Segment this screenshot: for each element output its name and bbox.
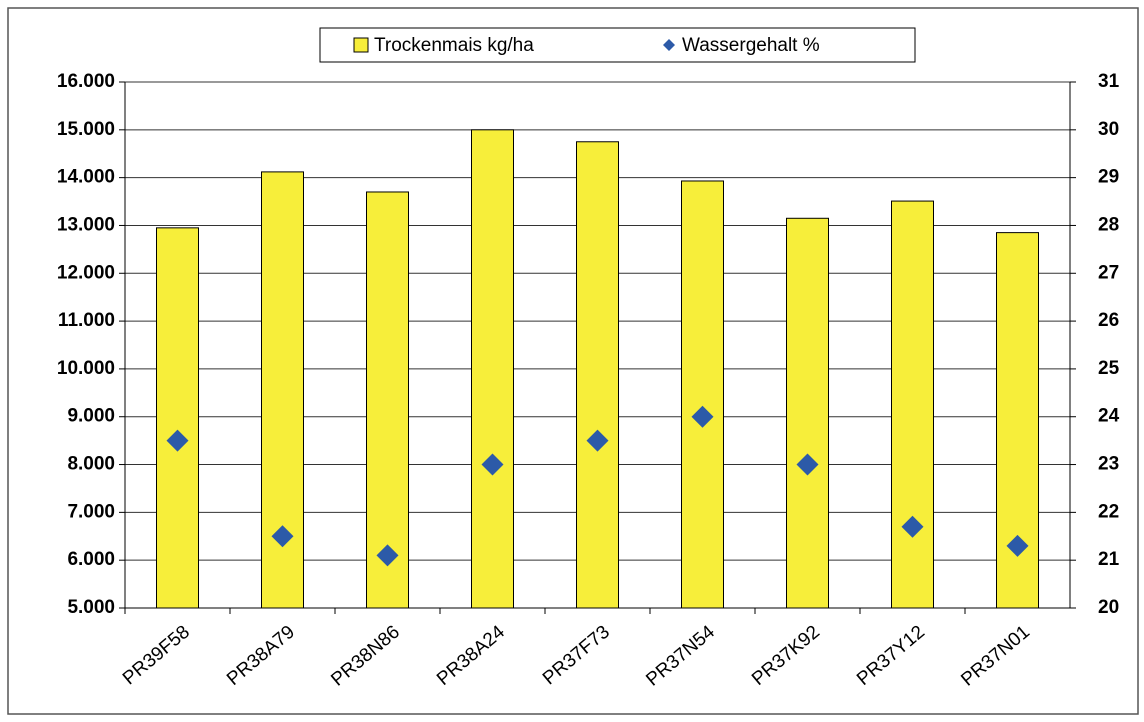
y-tick-label: 11.000 [58, 310, 115, 331]
y2-tick-label: 22 [1098, 501, 1119, 522]
marker [376, 544, 399, 567]
bar [891, 200, 934, 609]
y2-tick-label: 28 [1098, 214, 1119, 235]
y-tick-label: 8.000 [67, 454, 115, 475]
y2-tick-label: 25 [1098, 358, 1120, 379]
bar [471, 129, 514, 609]
legend-label: Trockenmais kg/ha [374, 35, 534, 56]
bar [786, 217, 829, 609]
legend-swatch [353, 37, 369, 53]
marker [586, 429, 609, 452]
bar [261, 171, 304, 609]
y2-tick-label: 20 [1098, 597, 1119, 618]
marker [691, 405, 714, 428]
y2-tick-label: 30 [1098, 119, 1119, 140]
y2-tick-label: 24 [1098, 406, 1120, 427]
y-tick-label: 16.000 [57, 71, 115, 92]
legend-box [319, 27, 916, 63]
y-tick-label: 13.000 [57, 214, 115, 235]
bar [366, 191, 409, 609]
y-tick-label: 14.000 [57, 167, 115, 188]
y-tick-label: 9.000 [67, 406, 115, 427]
y2-tick-label: 31 [1098, 71, 1120, 92]
bar [576, 141, 619, 609]
y-tick-label: 10.000 [57, 358, 115, 379]
y2-tick-label: 29 [1098, 167, 1119, 188]
marker [1006, 534, 1029, 557]
marker [481, 453, 504, 476]
legend-label: Wassergehalt % [682, 35, 820, 56]
bar [156, 227, 199, 609]
y2-tick-label: 26 [1098, 310, 1119, 331]
y-tick-label: 12.000 [57, 262, 115, 283]
y-tick-label: 7.000 [67, 501, 115, 522]
marker [166, 429, 189, 452]
y-tick-label: 6.000 [67, 549, 115, 570]
y2-tick-label: 27 [1098, 262, 1119, 283]
legend-swatch [663, 39, 675, 51]
bar [681, 180, 724, 609]
y2-tick-label: 21 [1098, 549, 1120, 570]
marker [796, 453, 819, 476]
marker [901, 515, 924, 538]
marker [271, 525, 294, 548]
y2-tick-label: 23 [1098, 454, 1119, 475]
y-tick-label: 5.000 [67, 597, 115, 618]
y-tick-label: 15.000 [57, 119, 115, 140]
